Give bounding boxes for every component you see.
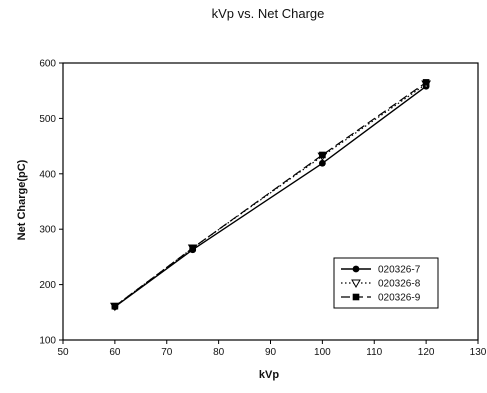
chart-title: kVp vs. Net Charge xyxy=(212,6,325,21)
data-point-020326-9 xyxy=(189,244,196,252)
data-point-020326-9 xyxy=(422,79,430,86)
y-axis-label: Net Charge(pC) xyxy=(16,159,28,240)
x-tick-label: 60 xyxy=(109,347,121,358)
x-tick-label: 50 xyxy=(57,347,69,358)
legend: 020326-7 020326-8 020326-9 xyxy=(333,257,439,309)
legend-marker-020326-7 xyxy=(352,265,360,273)
y-tick-label: 200 xyxy=(39,280,56,291)
x-tick-label: 80 xyxy=(213,347,225,358)
legend-marker-020326-8 xyxy=(351,279,361,289)
data-point-020326-7 xyxy=(318,159,326,167)
x-tick-label: 120 xyxy=(418,347,435,358)
x-axis: 50 60 70 80 90 100 110 120 130 xyxy=(57,340,487,358)
data-point-020326-9 xyxy=(319,151,326,159)
legend-label-020326-8: 020326-8 xyxy=(378,279,421,290)
x-tick-label: 70 xyxy=(161,347,173,358)
legend-label-020326-9: 020326-9 xyxy=(378,293,421,304)
y-tick-label: 300 xyxy=(39,225,56,236)
legend-box xyxy=(333,257,439,309)
x-tick-label: 110 xyxy=(366,347,382,358)
legend-label-020326-7: 020326-7 xyxy=(378,265,421,276)
data-point-020326-9 xyxy=(111,302,119,310)
x-tick-label: 90 xyxy=(265,347,277,358)
legend-marker-020326-9 xyxy=(352,293,360,301)
x-axis-label: kVp xyxy=(259,369,279,381)
series-layer xyxy=(110,79,431,312)
y-tick-label: 600 xyxy=(39,59,56,70)
x-tick-label: 100 xyxy=(314,347,331,358)
series-line-020326-7 xyxy=(114,85,427,308)
y-tick-label: 500 xyxy=(39,114,56,125)
x-tick-label: 130 xyxy=(470,347,487,358)
series-line-020326-9 xyxy=(114,81,427,307)
y-axis: 100 200 300 400 500 600 xyxy=(39,59,63,347)
y-tick-label: 400 xyxy=(39,169,56,180)
y-tick-label: 100 xyxy=(39,336,56,347)
